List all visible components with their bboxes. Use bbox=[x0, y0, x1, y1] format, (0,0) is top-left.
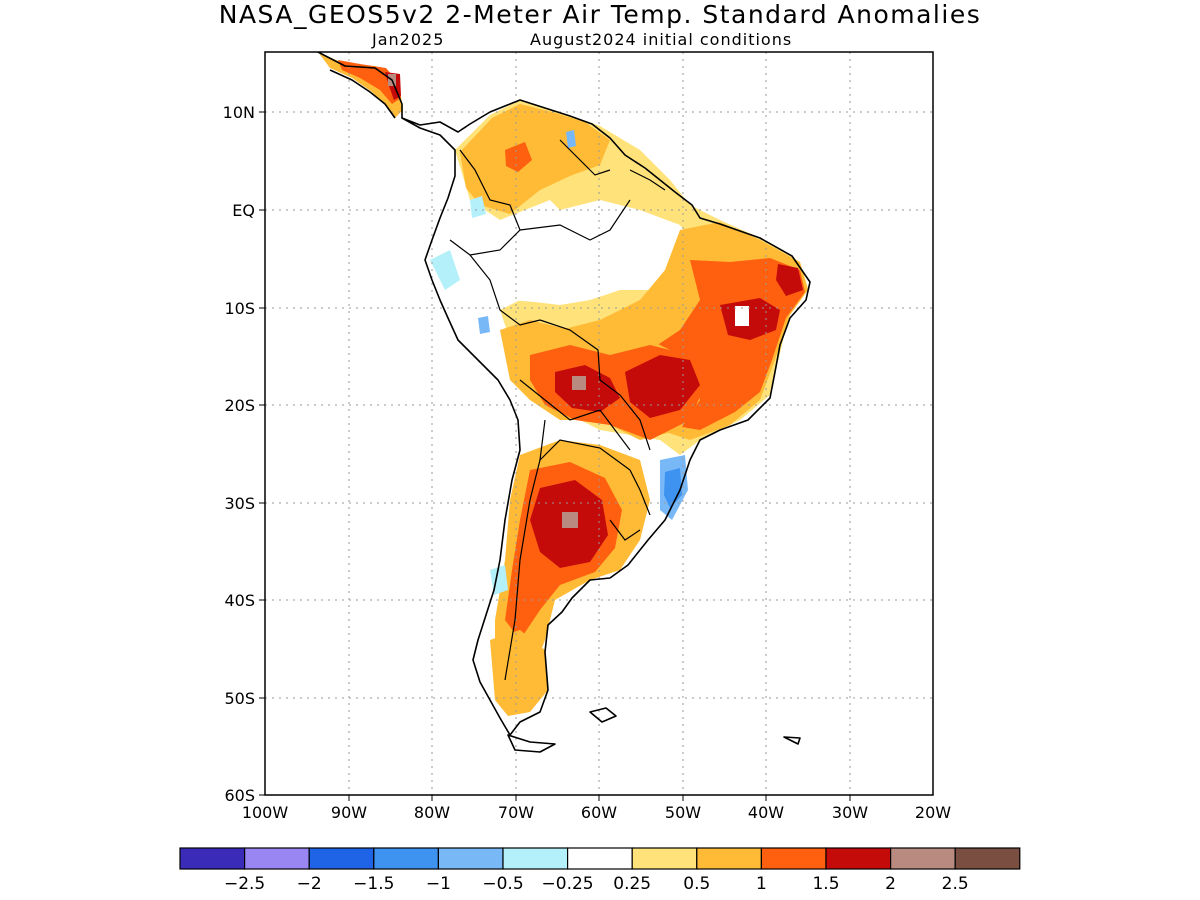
legend-swatch bbox=[825, 847, 892, 870]
legend-swatch bbox=[566, 847, 633, 870]
legend-swatch bbox=[179, 847, 246, 870]
lat-label: 50S bbox=[224, 689, 255, 708]
legend-label: −2 bbox=[297, 874, 322, 894]
legend-swatch bbox=[696, 847, 762, 870]
lon-label: 100W bbox=[242, 803, 289, 822]
legend-swatch bbox=[373, 847, 439, 870]
coastlines bbox=[317, 52, 811, 753]
anomaly-patch-north-red bbox=[505, 142, 532, 172]
lon-label: 70W bbox=[498, 803, 534, 822]
lon-label: 80W bbox=[414, 803, 450, 822]
lon-label: 20W bbox=[915, 803, 951, 822]
legend-label: 2.5 bbox=[942, 874, 969, 894]
tierra-del-fuego-coastline bbox=[507, 734, 556, 753]
legend-label: −0.25 bbox=[542, 874, 594, 894]
legend-swatch bbox=[760, 847, 827, 870]
lat-label: 30S bbox=[224, 494, 255, 513]
legend-label: −1.5 bbox=[353, 874, 394, 894]
legend-label: 1.5 bbox=[812, 874, 839, 894]
lat-label: EQ bbox=[232, 201, 255, 220]
longitude-labels: 100W 90W 80W 70W 60W 50W 40W 30W 20W bbox=[242, 803, 951, 822]
south-america-coastline bbox=[401, 99, 811, 736]
lon-label: 90W bbox=[331, 803, 367, 822]
legend-swatch bbox=[244, 847, 310, 870]
legend-swatch bbox=[954, 847, 1021, 870]
color-legend: −2.5 −2 −1.5 −1 −0.5 −0.25 0.25 0.5 1 1.5 2 2.5 bbox=[179, 847, 1021, 894]
anomaly-patch-central-america-strong bbox=[338, 60, 401, 104]
lat-label: 40S bbox=[224, 591, 255, 610]
anomaly-patch-patagonia-orange bbox=[490, 630, 548, 716]
country-borders bbox=[449, 139, 666, 681]
lat-label: 10S bbox=[224, 299, 255, 318]
lat-label: 20S bbox=[224, 396, 255, 415]
falklands-coastline bbox=[589, 707, 617, 723]
latitude-ticks bbox=[259, 111, 265, 796]
legend-swatch bbox=[502, 847, 569, 870]
anomaly-patch-amazon-neutral bbox=[495, 200, 695, 305]
anomaly-patch-goias-peak bbox=[625, 355, 700, 418]
forecast-month-subtitle: Jan2025 bbox=[372, 30, 445, 49]
central-america-coastline bbox=[317, 52, 403, 119]
legend-label: 1 bbox=[756, 874, 767, 894]
legend-label: 0.25 bbox=[613, 874, 651, 894]
lon-label: 40W bbox=[748, 803, 784, 822]
anomaly-patch-northeast-peak bbox=[776, 264, 803, 296]
graticule bbox=[265, 52, 933, 795]
longitude-ticks bbox=[348, 795, 851, 801]
south-georgia-coastline bbox=[783, 736, 801, 745]
anomaly-field bbox=[318, 52, 808, 716]
legend-swatch bbox=[889, 847, 956, 870]
lon-label: 50W bbox=[665, 803, 701, 822]
legend-label: −1 bbox=[426, 874, 451, 894]
legend-label: −2.5 bbox=[224, 874, 265, 894]
initial-conditions-subtitle: August2024 initial conditions bbox=[530, 30, 793, 49]
anomaly-patch-southeast-blue bbox=[664, 468, 682, 508]
legend-swatch bbox=[308, 847, 375, 870]
anomaly-patch-chaco-peak bbox=[555, 365, 620, 412]
lat-label: 60S bbox=[224, 786, 255, 805]
anomaly-patch-chaco-brown bbox=[572, 376, 586, 390]
legend-swatch bbox=[631, 847, 698, 870]
legend-label: 0.5 bbox=[683, 874, 710, 894]
legend-swatch bbox=[437, 847, 504, 870]
legend-label: −0.5 bbox=[482, 874, 523, 894]
lon-label: 30W bbox=[832, 803, 868, 822]
anomaly-patch-bahia-neutral bbox=[735, 306, 749, 326]
legend-label: 2 bbox=[885, 874, 896, 894]
map-title: NASA_GEOS5v2 2-Meter Air Temp. Standard … bbox=[218, 0, 982, 29]
lon-label: 60W bbox=[581, 803, 617, 822]
anomaly-patch-argentina-brown bbox=[562, 512, 578, 528]
lat-label: 10N bbox=[223, 103, 255, 122]
latitude-labels: 10N EQ 10S 20S 30S 40S 50S 60S bbox=[223, 103, 255, 805]
